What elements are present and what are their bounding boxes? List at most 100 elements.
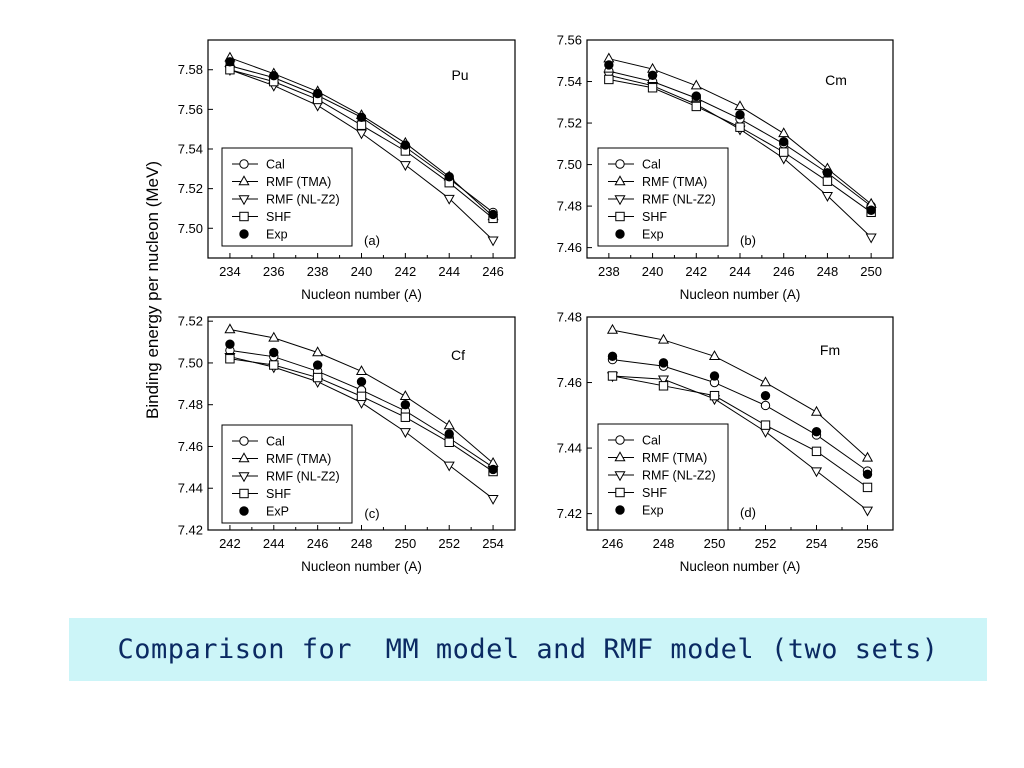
data-point (355, 365, 368, 375)
data-point (356, 377, 367, 387)
data-point (607, 371, 618, 381)
data-point (355, 129, 368, 140)
legend-marker (239, 211, 249, 222)
legend-label: RMF (NL-Z2) (266, 470, 340, 484)
legend-label: SHF (266, 210, 291, 224)
legend-marker (238, 452, 250, 463)
data-point (862, 469, 873, 479)
data-point (606, 323, 619, 334)
chart-figure: Binding energy per nucleon (MeV) 234 236 2… (143, 33, 894, 574)
legend-label: RMF (TMA) (642, 175, 707, 189)
data-point (604, 60, 614, 70)
legend-label: RMF (TMA) (266, 175, 331, 189)
element-annotation: Fm (820, 342, 840, 358)
data-point (647, 70, 658, 80)
data-point (225, 57, 235, 67)
chart-panels: 234 236 238 240 242 244 246 7.50 7.52 7.54 7.56 7.5… (178, 33, 894, 574)
panel-label: (a) (364, 233, 380, 248)
data-point (224, 323, 236, 334)
data-point (810, 467, 823, 478)
legend-label: Cal (642, 434, 661, 448)
data-point (269, 70, 279, 81)
data-point (443, 419, 455, 430)
legend-marker (239, 506, 249, 516)
data-point (443, 194, 455, 205)
data-point (488, 464, 498, 475)
y-tick-label: 7.42 (178, 523, 203, 538)
legend-label: SHF (266, 487, 291, 501)
legend-label: Exp (642, 504, 664, 518)
x-axis-label: Nucleon number (A) (680, 287, 801, 302)
x-tick-label: 246 (773, 264, 795, 279)
data-point (399, 428, 411, 439)
data-point (759, 376, 772, 387)
data-point (488, 209, 498, 220)
legend-marker (614, 471, 626, 482)
x-tick-label: 246 (307, 536, 329, 551)
x-tick-label: 250 (395, 536, 417, 551)
chart-panel-2: 238 240 242 244 246 248 250 7.46 7.48 7.50 7.52 7.5… (557, 33, 894, 302)
data-point (861, 451, 874, 462)
data-point (356, 112, 367, 122)
x-tick-label: 254 (482, 536, 504, 551)
x-tick-label: 244 (263, 536, 285, 551)
data-point (400, 400, 411, 410)
data-point (866, 205, 876, 215)
data-point (822, 168, 833, 178)
legend-label: Exp (642, 228, 664, 242)
data-point (312, 360, 323, 370)
series-line (612, 329, 868, 459)
data-point (225, 65, 235, 75)
legend-label: RMF (NL-Z2) (642, 193, 716, 207)
legend-label: ExP (266, 505, 289, 519)
data-point (760, 420, 771, 430)
data-point (760, 390, 771, 401)
data-point (734, 100, 746, 111)
data-point (225, 339, 235, 349)
data-point (399, 390, 411, 401)
y-tick-label: 7.52 (178, 314, 203, 329)
legend-label: RMF (NL-Z2) (266, 193, 340, 207)
data-point (657, 333, 670, 344)
data-point (709, 390, 720, 401)
x-tick-label: 254 (806, 536, 828, 551)
y-tick-label: 7.44 (178, 481, 203, 496)
data-point (735, 122, 745, 132)
chart-panel-3: 242 244 246 248 250 252 254 7.42 7.44 7.46 7.48 7.5… (178, 314, 516, 574)
chart-panel-4: 246 248 250 252 254 256 7.42 7.44 7.46 7.48 Nucleo… (557, 310, 894, 574)
x-tick-label: 242 (685, 264, 707, 279)
x-tick-label: 240 (642, 264, 664, 279)
data-point (657, 375, 670, 386)
legend-label: RMF (TMA) (642, 451, 707, 465)
x-tick-label: 238 (598, 264, 620, 279)
data-point (779, 147, 789, 157)
panel-label: (b) (740, 233, 756, 248)
legend-marker (239, 436, 249, 446)
data-point (356, 120, 367, 130)
data-point (356, 391, 367, 402)
legend-marker (238, 175, 250, 186)
x-axis-label: Nucleon number (A) (680, 559, 801, 574)
y-tick-label: 7.48 (178, 397, 203, 412)
data-point (607, 351, 618, 362)
y-tick-label: 7.58 (178, 62, 203, 77)
legend-marker (615, 229, 625, 239)
legend-label: SHF (642, 210, 667, 224)
legend-label: RMF (TMA) (266, 452, 331, 466)
x-tick-label: 248 (817, 264, 839, 279)
legend-marker (238, 472, 250, 483)
x-tick-label: 246 (602, 536, 624, 551)
data-point (862, 482, 873, 493)
data-point (658, 358, 669, 368)
data-point (811, 426, 822, 437)
shared-y-axis-label: Binding energy per nucleon (MeV) (143, 161, 162, 419)
data-point (400, 140, 411, 150)
legend-label: Cal (642, 158, 661, 172)
data-point (778, 127, 790, 138)
data-point (779, 137, 789, 147)
data-point (811, 446, 822, 457)
data-point (269, 360, 279, 370)
x-tick-label: 244 (729, 264, 751, 279)
data-point (658, 381, 669, 391)
data-point (691, 91, 701, 101)
